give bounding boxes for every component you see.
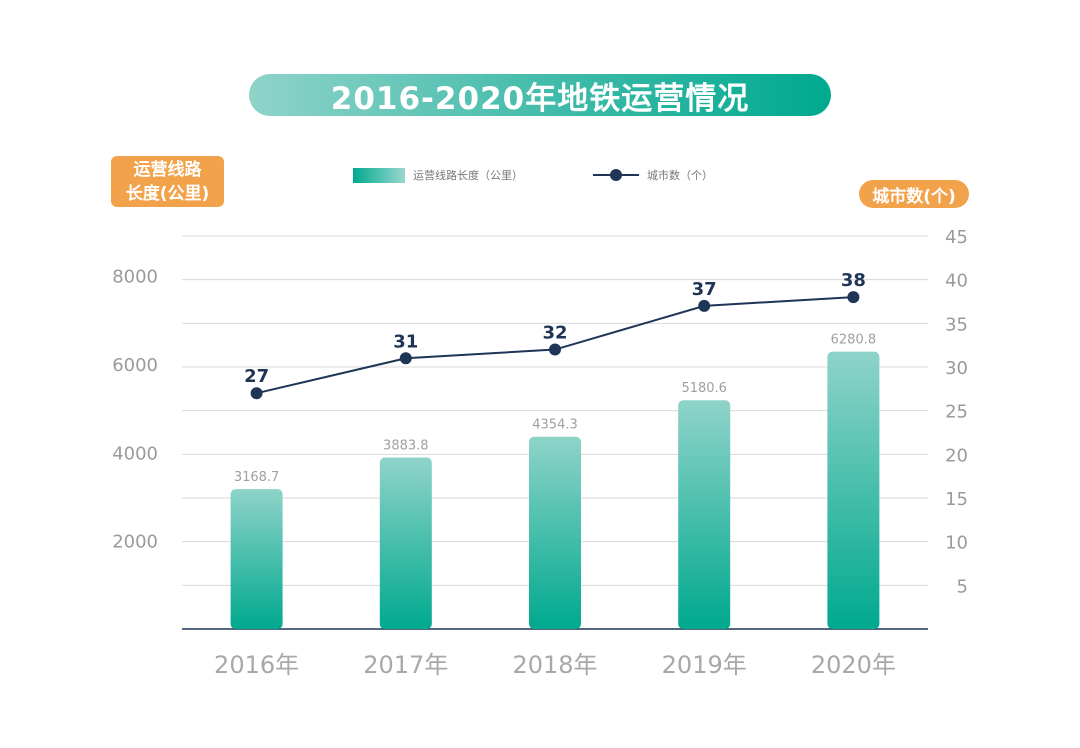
line-value-label: 27 <box>244 366 269 387</box>
left-y-tick-label: 6000 <box>112 355 158 376</box>
right-y-tick-label: 10 <box>945 533 968 554</box>
bar <box>827 351 880 629</box>
bar-value-label: 3883.8 <box>383 439 429 454</box>
left-y-tick-label: 8000 <box>112 267 158 288</box>
right-axis-badge: 城市数(个) <box>859 180 969 208</box>
x-category-label: 2016年 <box>214 651 299 679</box>
bar <box>678 400 731 629</box>
right-y-tick-label: 15 <box>945 489 968 510</box>
right-axis-label: 城市数(个) <box>872 186 956 207</box>
line-point <box>250 387 263 400</box>
bar <box>529 436 581 629</box>
left-axis-badge: 运营线路 长度(公里) <box>111 156 224 207</box>
line-value-label: 38 <box>841 270 866 291</box>
legend-bar-swatch <box>353 167 405 183</box>
bar-value-label: 5180.6 <box>681 381 727 396</box>
line-value-label: 37 <box>692 279 717 300</box>
chart-title: 2016-2020年地铁运营情况 <box>330 80 750 117</box>
left-y-tick-label: 4000 <box>112 443 158 464</box>
right-y-tick-label: 45 <box>945 227 968 248</box>
bar <box>230 489 283 629</box>
right-y-tick-label: 25 <box>945 402 968 423</box>
legend-line-label: 城市数（个） <box>647 169 713 182</box>
line-point <box>847 291 860 304</box>
x-category-label: 2019年 <box>662 651 747 679</box>
bar-value-label: 3168.7 <box>234 470 280 485</box>
line-point <box>698 299 711 312</box>
legend-bar: 运营线路长度（公里） <box>353 166 523 184</box>
right-y-tick-label: 40 <box>945 271 968 292</box>
chart-title-pill: 2016-2020年地铁运营情况 <box>249 74 831 117</box>
left-axis-label-line1: 运营线路 <box>133 159 202 180</box>
x-category-label: 2017年 <box>363 651 448 679</box>
bar-value-label: 4354.3 <box>532 418 578 433</box>
left-y-tick-label: 2000 <box>112 532 158 553</box>
right-y-tick-label: 5 <box>957 576 968 597</box>
legend-line-swatch <box>593 169 639 181</box>
bar-value-label: 6280.8 <box>831 333 877 348</box>
left-axis-label-line2: 长度(公里) <box>125 183 210 204</box>
line-value-label: 31 <box>393 331 418 352</box>
x-category-label: 2020年 <box>811 651 896 679</box>
right-y-tick-label: 20 <box>945 445 968 466</box>
line-point <box>399 352 412 365</box>
bar <box>379 457 432 629</box>
line-value-label: 32 <box>542 323 567 344</box>
right-y-tick-label: 30 <box>945 358 968 379</box>
legend-line: 城市数（个） <box>593 166 713 184</box>
legend-bar-label: 运营线路长度（公里） <box>413 169 523 182</box>
x-category-label: 2018年 <box>512 651 597 679</box>
right-y-tick-label: 35 <box>945 314 968 335</box>
line-point <box>549 343 561 356</box>
